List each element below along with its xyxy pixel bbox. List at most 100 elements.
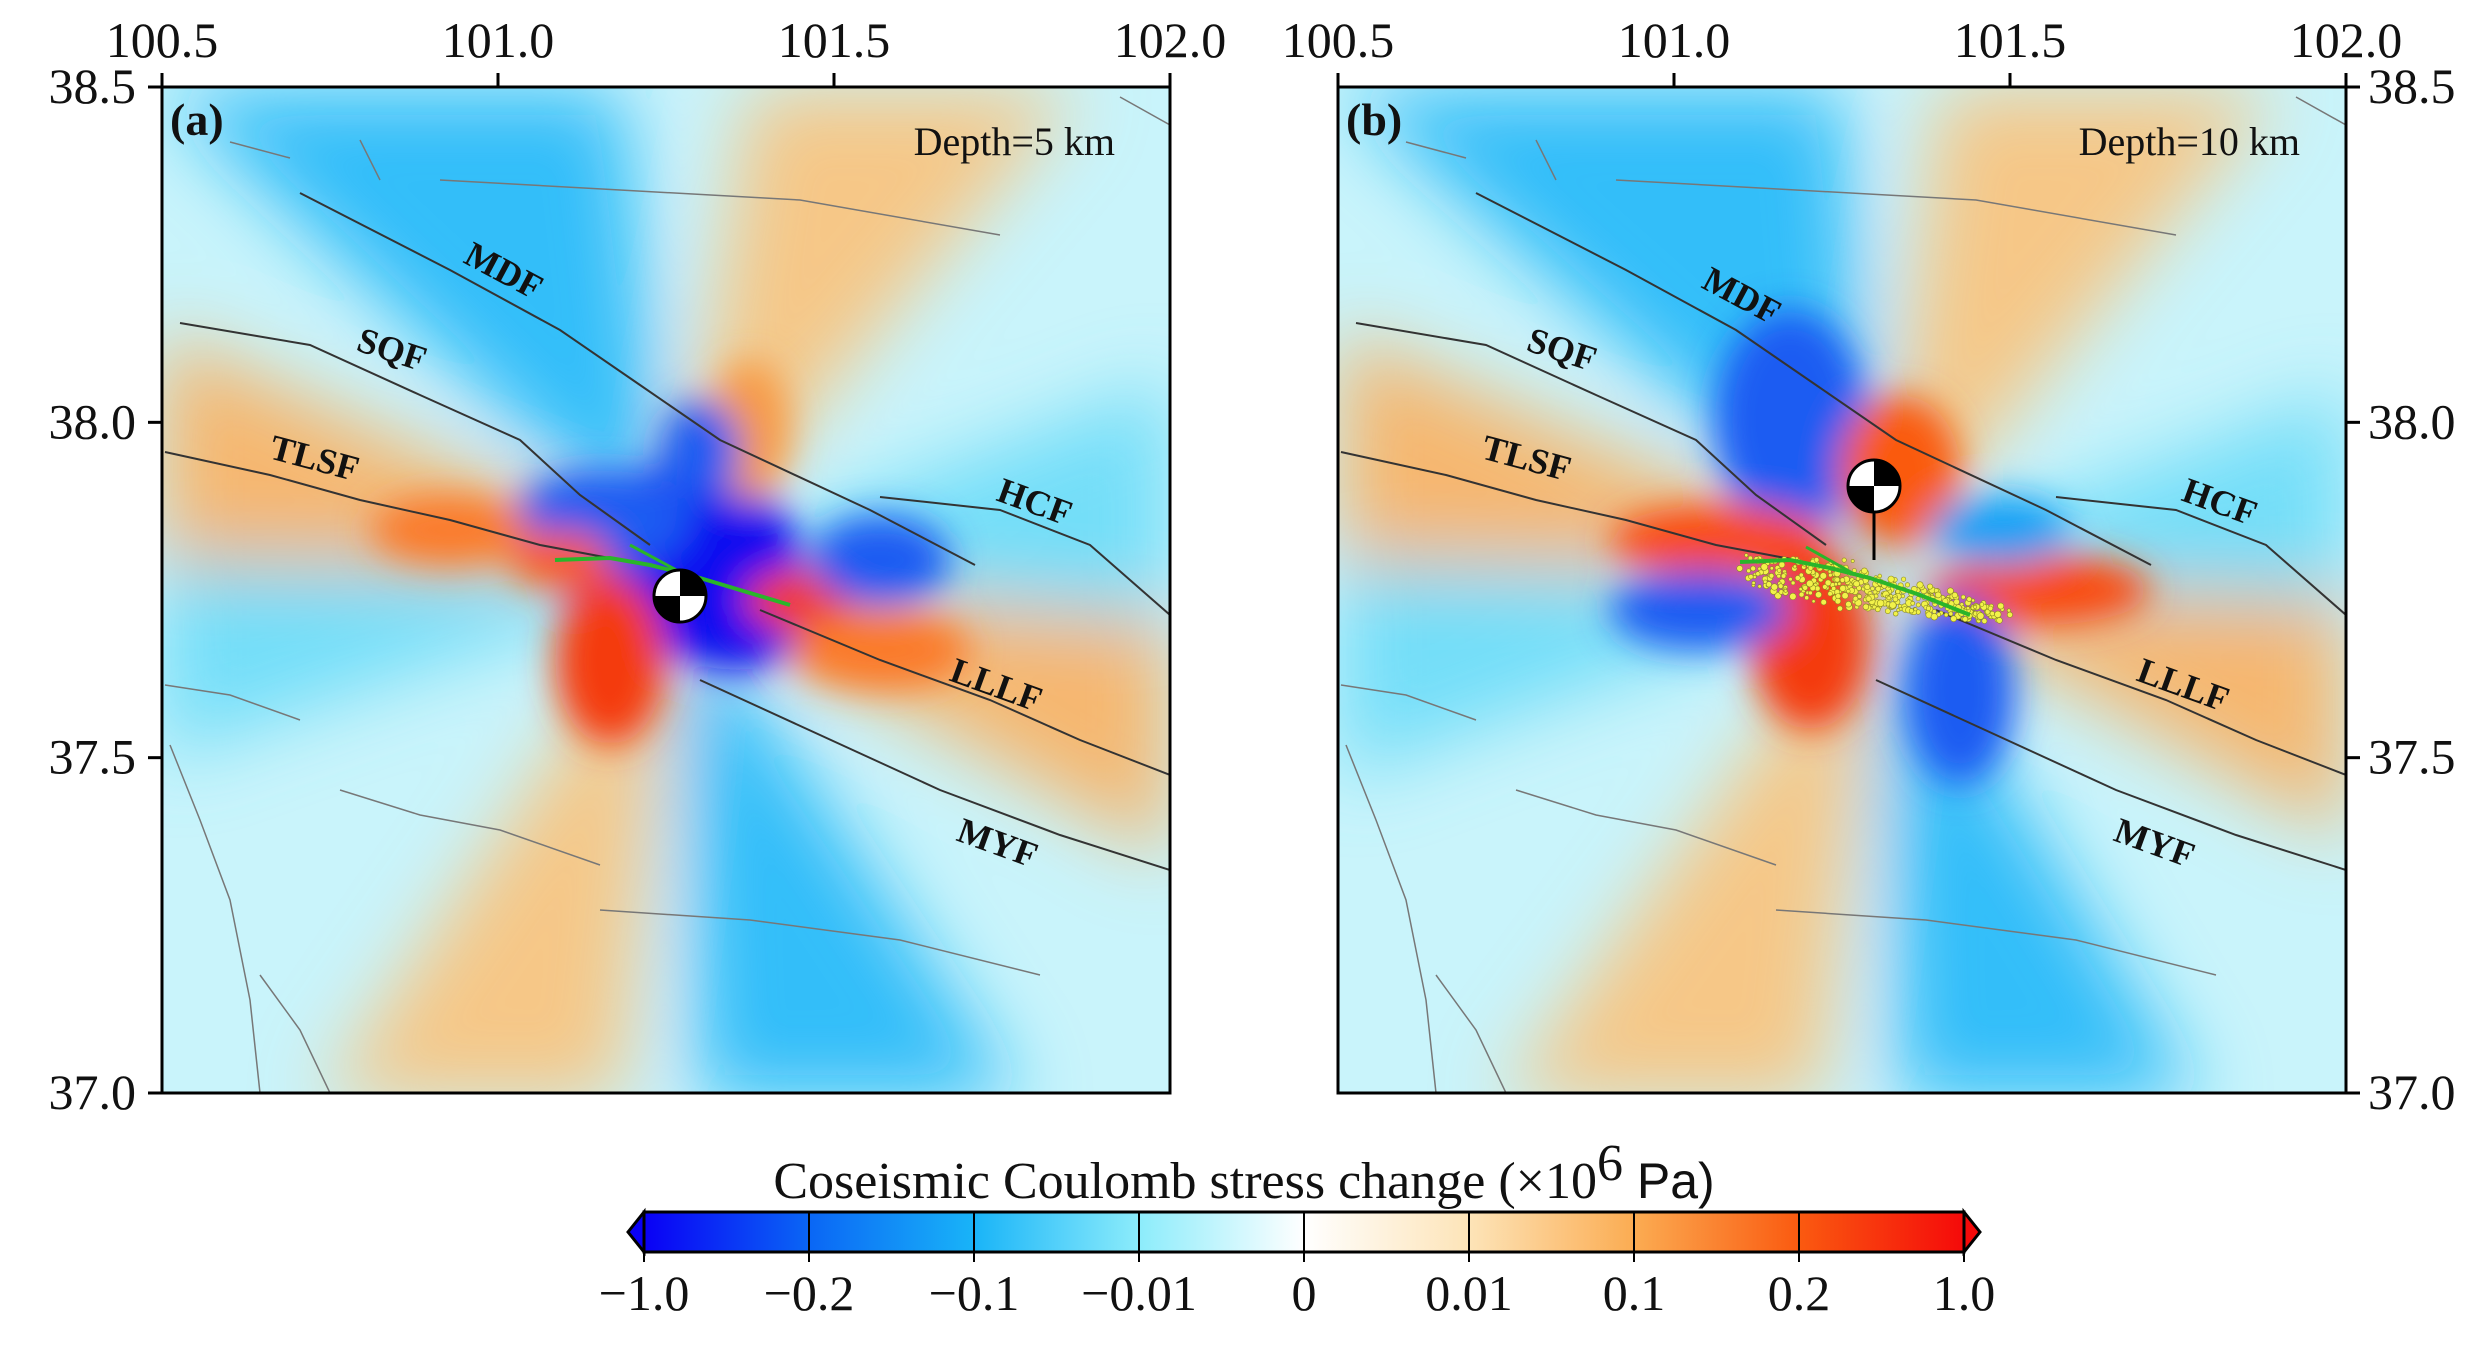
panel-a-depth-label: Depth=5 km	[914, 119, 1115, 164]
aftershock-point	[1971, 598, 1976, 603]
aftershock-point	[1755, 571, 1761, 577]
aftershock-point	[1981, 618, 1988, 624]
lat-tick-label: 38.0	[49, 393, 137, 449]
aftershock-point	[1808, 590, 1813, 596]
aftershock-point	[1802, 584, 1808, 591]
aftershock-point	[1953, 598, 1960, 606]
aftershock-point	[1760, 563, 1769, 571]
aftershock-point	[1950, 615, 1957, 623]
aftershock-point	[1837, 605, 1843, 612]
aftershock-point	[1820, 599, 1827, 606]
aftershock-point	[1973, 604, 1978, 609]
aftershock-point	[1875, 606, 1881, 613]
aftershock-point	[1865, 595, 1872, 602]
aftershock-point	[1916, 581, 1924, 589]
aftershock-point	[1979, 602, 1985, 607]
aftershock-point	[1798, 572, 1804, 578]
aftershock-point	[1994, 610, 2002, 619]
aftershock-point	[1827, 591, 1833, 597]
aftershock-point	[1841, 592, 1849, 600]
aftershock-point	[1996, 617, 2003, 624]
aftershock-point	[1900, 593, 1905, 599]
panel-b-focal-mechanism-icon	[1846, 458, 1902, 514]
colorbar-tick-label: −1.0	[599, 1265, 690, 1321]
aftershock-point	[1834, 597, 1842, 605]
lat-tick-label: 37.0	[49, 1064, 137, 1120]
aftershock-point	[1930, 613, 1938, 621]
aftershock-point	[1768, 573, 1775, 579]
aftershock-point	[1884, 608, 1891, 614]
aftershock-point	[1877, 573, 1883, 579]
aftershock-point	[1833, 582, 1838, 587]
aftershock-point	[1913, 607, 1918, 612]
aftershock-point	[1783, 588, 1788, 593]
aftershock-point	[1887, 575, 1895, 583]
aftershock-point	[1806, 579, 1814, 588]
colorbar-max-arrow	[1962, 1207, 1982, 1257]
aftershock-point	[1846, 588, 1851, 594]
lon-tick-label: 101.5	[778, 12, 891, 68]
aftershock-point	[1804, 595, 1810, 601]
aftershock-point	[1948, 611, 1954, 617]
colorbar-title-main: Coseismic Coulomb stress change (×10	[773, 1153, 1597, 1210]
aftershock-point	[1824, 579, 1832, 587]
aftershock-point	[1987, 605, 1994, 612]
aftershock-point	[1910, 600, 1915, 606]
aftershock-point	[1790, 580, 1796, 586]
aftershock-point	[1984, 608, 1991, 615]
lat-tick-label: 38.5	[2368, 58, 2456, 114]
aftershock-point	[1794, 575, 1801, 581]
aftershock-point	[1789, 592, 1797, 601]
aftershock-point	[1857, 594, 1862, 599]
aftershock-point	[1845, 600, 1852, 608]
aftershock-point	[1813, 557, 1820, 563]
aftershock-point	[1889, 601, 1897, 609]
aftershock-point	[1951, 591, 1958, 599]
aftershock-point	[1915, 602, 1921, 608]
colorbar-tick-label: 0.2	[1768, 1265, 1831, 1321]
aftershock-point	[1934, 591, 1942, 599]
colorbar-tick-label: 0.01	[1425, 1265, 1513, 1321]
colorbar-title-unit: Pa)	[1623, 1153, 1715, 1209]
panel-a-rupture-branch	[629, 543, 681, 574]
aftershock-point	[1819, 572, 1827, 580]
aftershock-point	[1736, 565, 1743, 572]
aftershock-point	[1908, 608, 1914, 614]
panel-a: (a) Depth=5 km MDF SQF TLSF HCF LLLF MYF	[160, 85, 1172, 1095]
lon-tick-label: 101.5	[1954, 12, 2067, 68]
aftershock-point	[1765, 581, 1772, 588]
aftershock-point	[1896, 608, 1901, 612]
colorbar-tick-label: −0.01	[1081, 1265, 1197, 1321]
aftershock-point	[1763, 579, 1768, 584]
aftershock-point	[1780, 573, 1787, 579]
aftershock-point	[1831, 585, 1837, 591]
colorbar-min-arrow	[626, 1207, 646, 1257]
aftershock-point	[1827, 569, 1832, 574]
aftershock-point	[1746, 568, 1751, 574]
aftershock-point	[1757, 584, 1762, 589]
aftershock-point	[2006, 611, 2013, 618]
panel-a-frame	[160, 85, 1172, 1095]
colorbar: Coseismic Coulomb stress change (×106 Pa…	[599, 1135, 1996, 1321]
aftershock-point	[1752, 575, 1757, 579]
aftershock-point	[1892, 610, 1899, 617]
aftershock-point	[1886, 595, 1892, 601]
lon-tick-label: 102.0	[2290, 12, 2403, 68]
aftershock-point	[1976, 612, 1985, 620]
colorbar-tick-label: 0.1	[1603, 1265, 1666, 1321]
aftershock-point	[1872, 589, 1878, 595]
aftershock-point	[1776, 568, 1782, 573]
aftershock-point	[1798, 591, 1805, 598]
panel-a-stress-field	[162, 87, 1170, 1093]
panel-a-rupture-trace	[554, 555, 791, 607]
colorbar-tick-label: −0.2	[764, 1265, 855, 1321]
aftershock-point	[1792, 564, 1797, 569]
panel-b: (b) Depth=10 km MDF SQF TLSF HCF LLLF MY…	[1336, 85, 2348, 1095]
aftershock-point	[1839, 585, 1847, 592]
aftershock-point	[1931, 609, 1937, 614]
colorbar-ticks: −1.0 −0.2 −0.1 −0.01 0 0.01 0.1 0.2 1.0	[599, 1212, 1995, 1321]
lat-tick-label: 37.5	[49, 729, 137, 785]
panel-b-depth-label: Depth=10 km	[2079, 119, 2300, 164]
aftershock-point	[1905, 582, 1911, 588]
